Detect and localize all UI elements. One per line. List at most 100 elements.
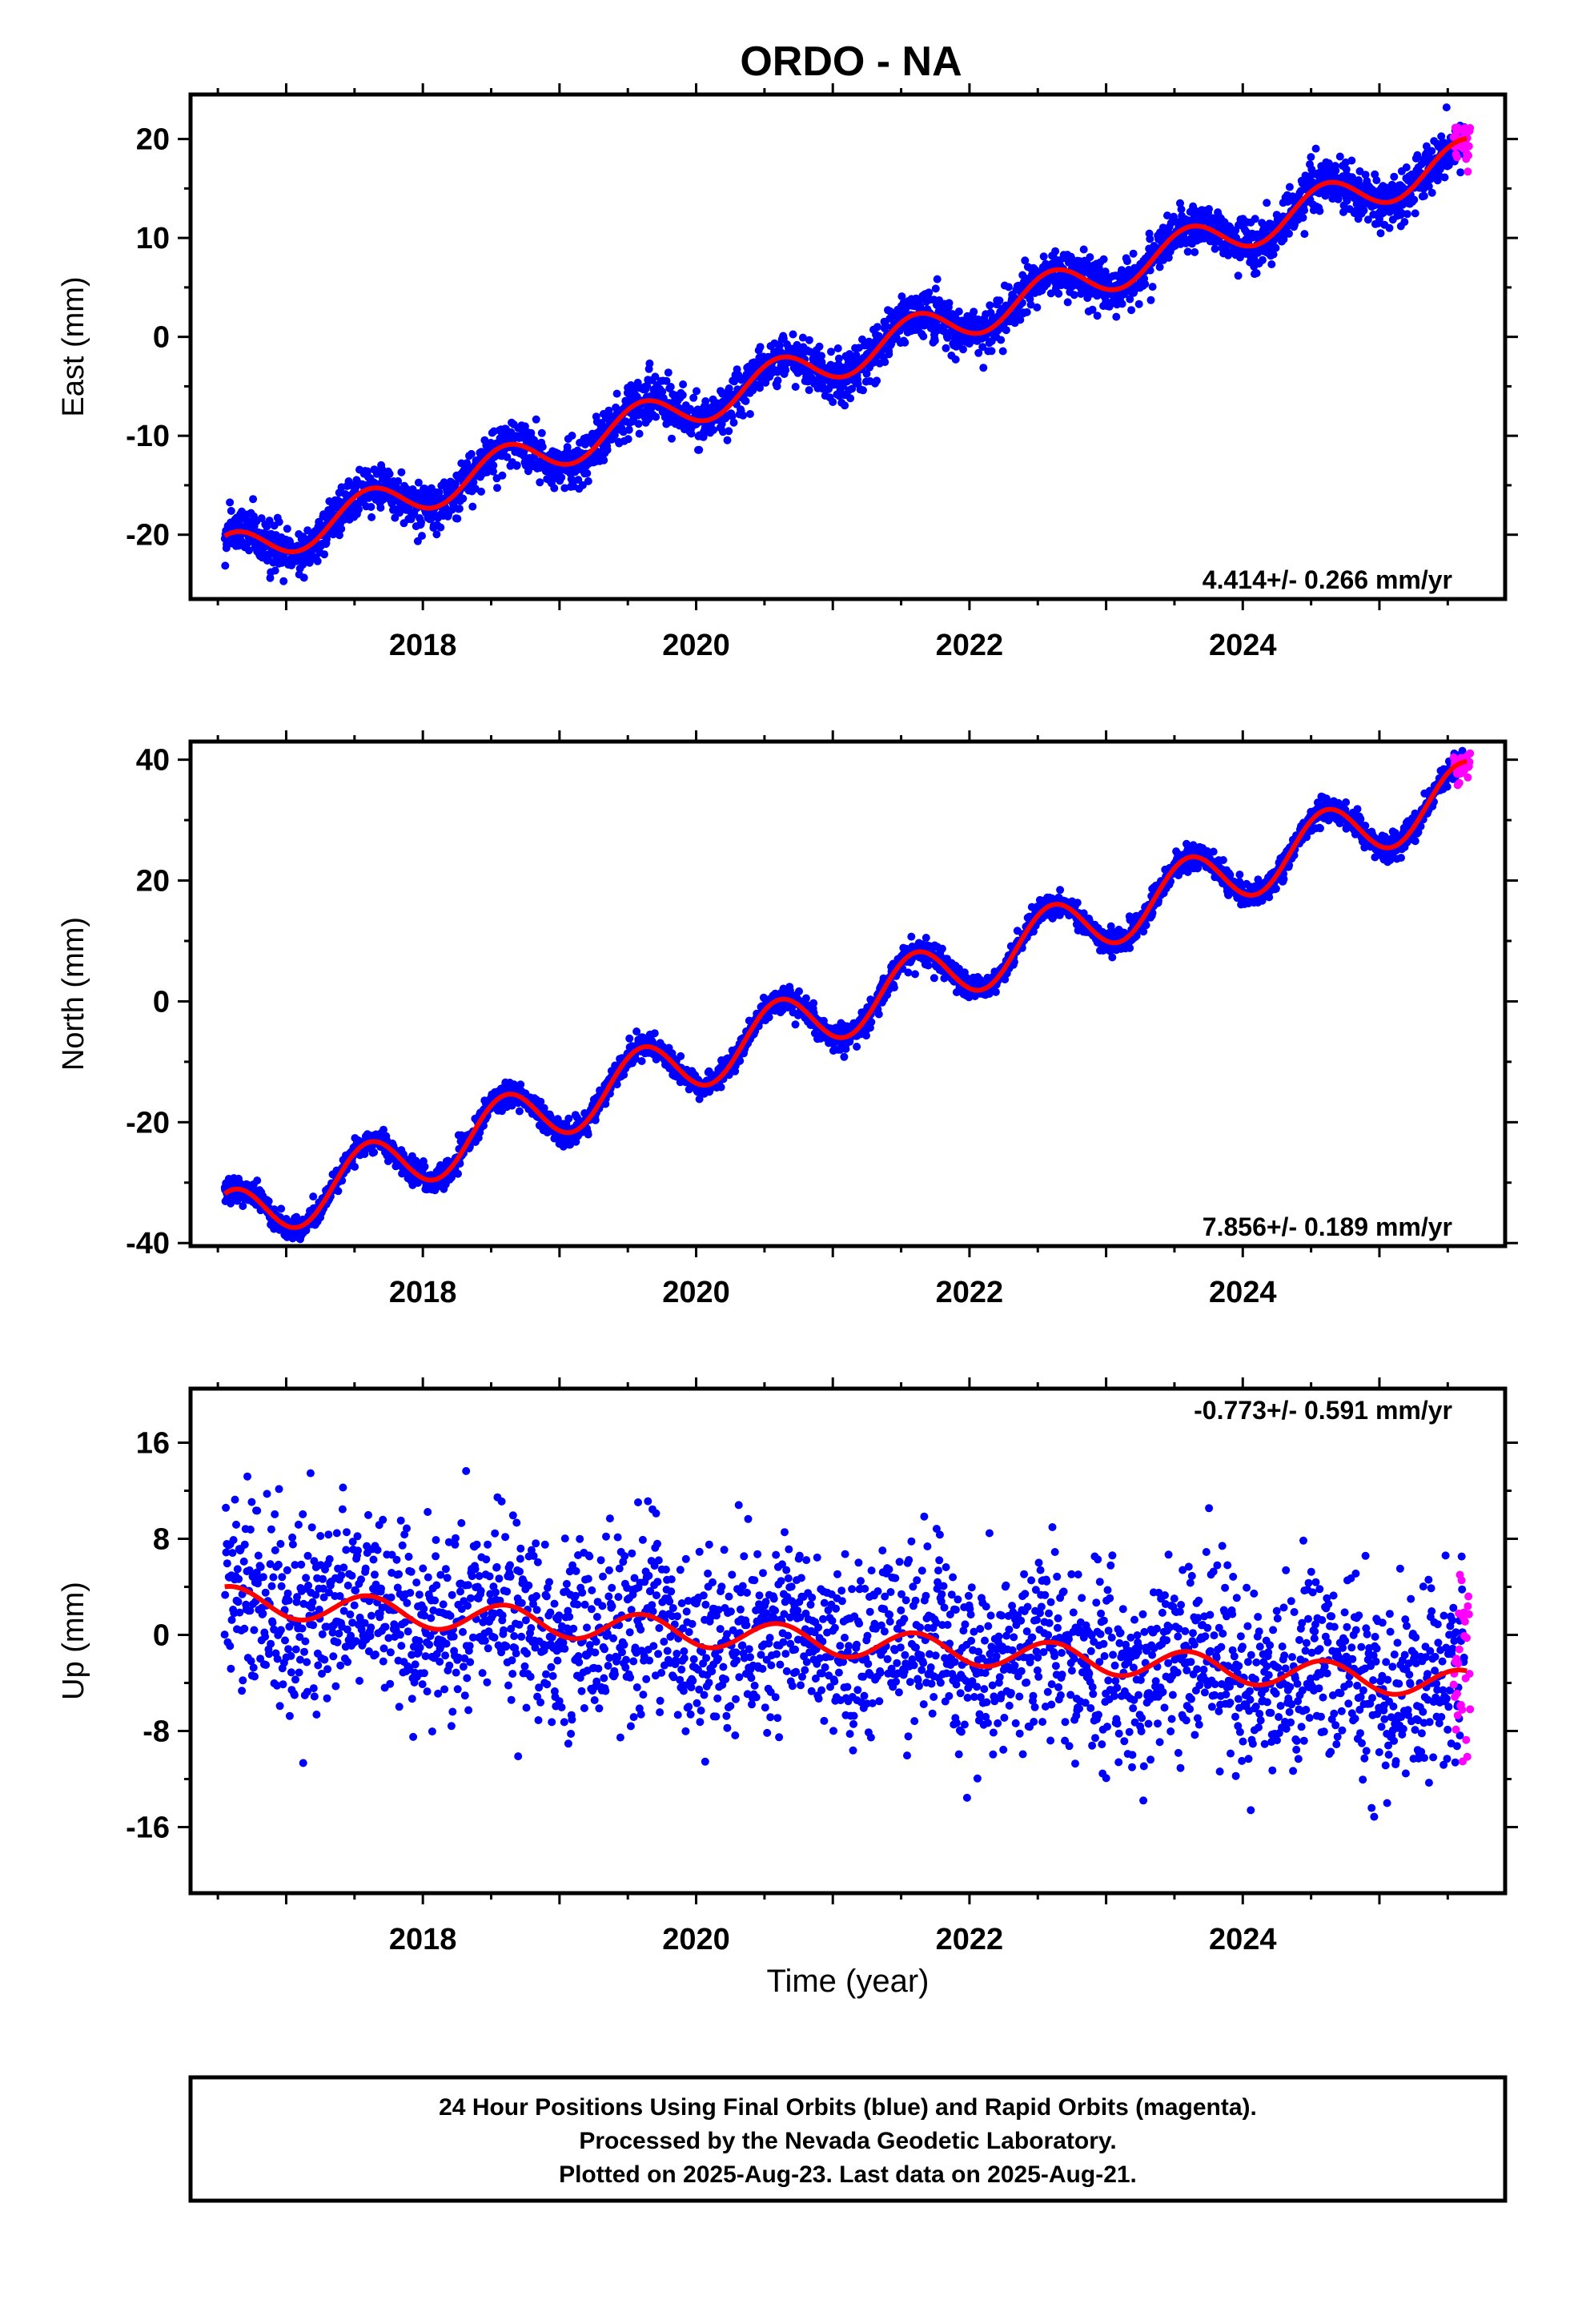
final-orbit-point (1039, 252, 1048, 261)
final-orbit-point (239, 1202, 247, 1210)
final-orbit-point (436, 523, 445, 532)
final-orbit-point (1093, 312, 1102, 320)
final-orbit-point (1063, 298, 1072, 307)
final-orbit-point (729, 418, 738, 427)
final-orbit-point (687, 429, 696, 438)
final-orbit-point (1211, 244, 1219, 253)
final-orbit-point (979, 364, 988, 372)
final-orbit-point (378, 464, 386, 473)
final-orbit-point (645, 359, 654, 368)
final-orbit-point (924, 961, 933, 970)
final-orbit-point (1141, 279, 1150, 288)
final-orbit-point (1205, 205, 1213, 213)
final-orbit-point (1127, 306, 1136, 315)
final-orbit-point (1191, 247, 1199, 256)
final-orbit-point (536, 478, 544, 487)
final-orbit-point (418, 532, 426, 541)
final-orbit-point (414, 478, 423, 487)
final-orbit-point (889, 983, 898, 992)
final-orbit-point (489, 461, 498, 470)
final-orbit-point (1419, 191, 1428, 200)
final-orbit-point (584, 476, 592, 485)
final-orbit-point (337, 525, 346, 533)
final-orbit-point (668, 434, 676, 443)
final-orbit-point (1054, 289, 1063, 298)
final-orbit-point (1335, 152, 1344, 161)
rapid-orbit-point (1464, 167, 1472, 176)
final-orbit-point (417, 518, 425, 527)
final-orbit-point (695, 445, 704, 454)
final-orbit-point (930, 336, 939, 345)
final-orbit-point (954, 308, 963, 316)
final-orbit-point (396, 509, 404, 517)
final-orbit-point (637, 1057, 646, 1065)
final-orbit-point (805, 336, 813, 344)
final-orbit-point (725, 427, 733, 436)
final-orbit-point (454, 1169, 462, 1178)
final-orbit-point (367, 513, 376, 521)
final-orbit-point (271, 566, 279, 575)
final-orbit-point (355, 505, 363, 513)
final-orbit-point (367, 503, 375, 511)
final-orbit-point (263, 522, 271, 531)
final-orbit-point (1123, 257, 1131, 266)
final-orbit-point (1118, 300, 1126, 308)
final-orbit-point (650, 1029, 659, 1038)
final-orbit-point (911, 970, 919, 979)
final-orbit-point (385, 469, 394, 478)
final-orbit-point (1033, 303, 1042, 312)
final-orbit-point (455, 505, 464, 513)
final-orbit-point (791, 383, 800, 391)
final-orbit-point (933, 275, 942, 283)
final-orbit-point (959, 345, 967, 354)
final-orbit-point (904, 968, 913, 977)
final-orbit-point (791, 1020, 800, 1029)
final-orbit-point (1402, 163, 1411, 171)
final-orbit-point (829, 398, 837, 406)
final-orbit-point (468, 502, 477, 511)
final-orbit-point (1427, 147, 1436, 155)
final-orbit-point (1148, 283, 1157, 292)
final-orbit-point (568, 432, 576, 440)
final-orbit-point (1456, 168, 1465, 177)
final-orbit-point (723, 436, 732, 444)
final-orbit-point (498, 471, 507, 480)
final-orbit-point (277, 1204, 286, 1213)
final-orbit-point (1022, 308, 1031, 316)
final-orbit-point (1252, 269, 1261, 278)
final-orbit-point (477, 487, 485, 496)
final-orbit-point (833, 344, 842, 352)
final-orbit-point (942, 344, 950, 352)
final-orbit-point (245, 546, 253, 555)
east-axis-label: East (mm) (57, 276, 90, 416)
final-orbit-point (334, 1187, 343, 1196)
figure-title: ORDO - NA (740, 38, 962, 85)
final-orbit-point (532, 415, 540, 424)
final-orbit-point (351, 1163, 359, 1171)
x-tick-label: 2020 (662, 629, 730, 662)
final-orbit-point (840, 1052, 849, 1061)
final-orbit-point (1442, 103, 1451, 112)
final-orbit-point (841, 401, 849, 410)
final-orbit-point (266, 573, 275, 582)
final-orbit-point (1267, 260, 1276, 268)
final-orbit-point (741, 396, 750, 405)
final-orbit-point (283, 525, 291, 533)
final-orbit-point (885, 350, 893, 359)
final-orbit-point (1372, 176, 1381, 185)
final-orbit-point (1099, 255, 1108, 263)
final-orbit-point (679, 380, 688, 388)
final-orbit-point (846, 394, 855, 403)
final-orbit-point (1271, 243, 1280, 252)
final-orbit-point (391, 513, 400, 522)
final-orbit-point (739, 411, 748, 420)
final-orbit-point (459, 494, 468, 503)
final-orbit-point (1134, 300, 1143, 308)
final-orbit-point (901, 338, 909, 347)
final-orbit-point (853, 1043, 861, 1051)
final-orbit-point (624, 435, 632, 444)
final-orbit-point (420, 1162, 429, 1171)
